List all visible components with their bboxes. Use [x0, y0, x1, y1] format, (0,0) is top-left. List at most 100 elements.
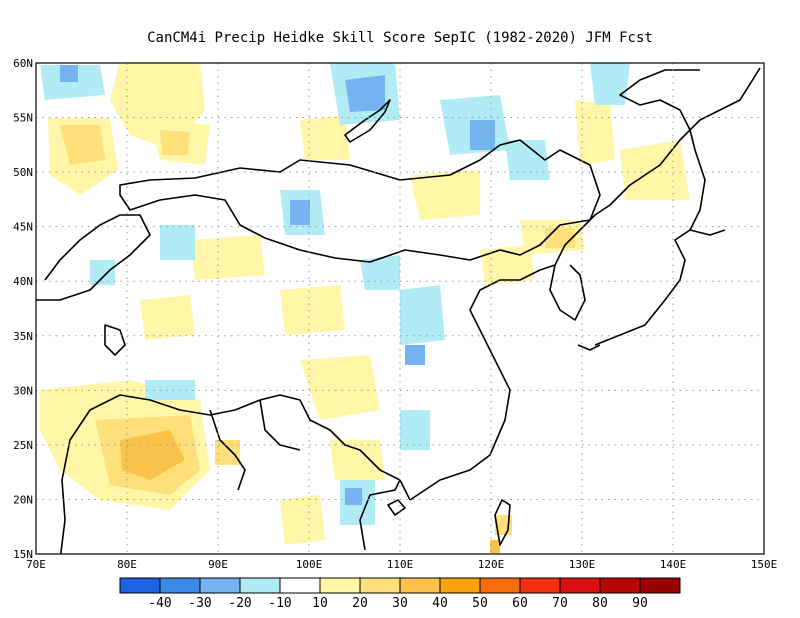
- coastlines-and-borders: [36, 67, 761, 554]
- patch-negative: [590, 63, 630, 105]
- patch-negative-strong: [345, 75, 385, 112]
- coastline: [549, 264, 586, 321]
- longitude-axis: 70E 80E 90E 100E 110E 120E 130E 140E 150E: [26, 558, 777, 571]
- legend-swatch: [359, 577, 401, 594]
- coastline: [594, 229, 726, 346]
- patch-negative: [160, 225, 195, 260]
- coastline: [409, 204, 611, 501]
- patch-positive-peak: [490, 540, 500, 553]
- lat-tick-label: 60N: [13, 57, 33, 70]
- patch-negative-strong: [290, 200, 310, 225]
- coastline: [359, 479, 401, 551]
- patch-positive: [300, 355, 380, 420]
- legend-label: -30: [188, 596, 211, 611]
- river-border: [209, 409, 246, 491]
- legend-swatch: [399, 577, 441, 594]
- lon-tick-label: 70E: [26, 558, 46, 571]
- patch-positive-peak: [120, 430, 185, 480]
- patch-positive: [140, 295, 195, 340]
- legend-swatch: [119, 577, 161, 594]
- lon-tick-label: 90E: [208, 558, 228, 571]
- coastline: [619, 69, 700, 131]
- legend-label: 90: [632, 596, 648, 611]
- country-border: [104, 324, 126, 356]
- legend-swatch: [559, 577, 601, 594]
- country-border: [36, 214, 151, 301]
- lat-tick-label: 40N: [13, 275, 33, 288]
- patch-positive: [280, 285, 345, 335]
- lon-tick-label: 110E: [387, 558, 414, 571]
- patch-negative-strong: [405, 345, 425, 365]
- legend-label: 30: [392, 596, 408, 611]
- legend-label: 60: [512, 596, 528, 611]
- patch-positive: [410, 170, 480, 220]
- patch-negative: [400, 410, 430, 450]
- patch-positive-strong: [60, 125, 105, 165]
- lat-tick-label: 30N: [13, 384, 33, 397]
- river-border: [259, 399, 301, 451]
- lat-tick-label: 20N: [13, 493, 33, 506]
- lat-tick-label: 50N: [13, 166, 33, 179]
- legend-swatch: [439, 577, 481, 594]
- patch-negative-strong: [345, 488, 362, 505]
- legend-swatch: [639, 577, 681, 594]
- legend-swatch: [599, 577, 641, 594]
- legend-swatch: [279, 577, 321, 594]
- coastline: [689, 129, 706, 231]
- lake: [344, 99, 391, 143]
- country-border: [119, 139, 601, 263]
- legend-label: 40: [432, 596, 448, 611]
- legend-label: 20: [352, 596, 368, 611]
- patch-positive-strong: [215, 440, 240, 465]
- lat-tick-label: 15N: [13, 548, 33, 561]
- legend-label: -10: [268, 596, 291, 611]
- legend-swatch: [199, 577, 241, 594]
- map-title: CanCM4i Precip Heidke Skill Score SepIC …: [147, 30, 653, 46]
- lat-tick-label: 45N: [13, 221, 33, 234]
- patch-negative: [400, 285, 445, 345]
- legend-swatch: [479, 577, 521, 594]
- lon-tick-label: 150E: [751, 558, 778, 571]
- patch-positive: [300, 115, 350, 160]
- lon-tick-label: 140E: [660, 558, 687, 571]
- legend-swatch: [519, 577, 561, 594]
- patch-positive: [575, 100, 615, 165]
- lat-tick-label: 25N: [13, 439, 33, 452]
- patch-positive-strong: [545, 228, 575, 248]
- patch-negative-strong: [470, 120, 495, 150]
- island: [494, 499, 511, 546]
- patch-positive: [330, 440, 385, 480]
- patch-negative: [90, 260, 115, 285]
- lon-tick-label: 130E: [569, 558, 596, 571]
- patch-negative: [360, 255, 400, 290]
- lon-tick-label: 80E: [117, 558, 137, 571]
- legend-swatch: [159, 577, 201, 594]
- lon-tick-label: 120E: [478, 558, 505, 571]
- legend-label: 80: [592, 596, 608, 611]
- lon-tick-label: 100E: [296, 558, 323, 571]
- legend-swatch: [239, 577, 281, 594]
- color-legend: -40 -30 -20 -10 10 20 30 40 50 60 70 80 90: [119, 577, 681, 611]
- lat-tick-label: 55N: [13, 112, 33, 125]
- legend-label: 10: [312, 596, 328, 611]
- country-border: [59, 394, 411, 554]
- skill-patches: [40, 63, 690, 553]
- patch-negative: [145, 380, 195, 400]
- legend-label: -20: [228, 596, 251, 611]
- patch-positive: [280, 495, 325, 545]
- patch-positive: [620, 140, 690, 200]
- graticule: [36, 63, 764, 554]
- legend-label: -40: [148, 596, 171, 611]
- island: [387, 499, 406, 516]
- lat-tick-label: 35N: [13, 330, 33, 343]
- latitude-axis: 15N 20N 25N 30N 35N 40N 45N 50N 55N 60N: [13, 57, 33, 561]
- patch-positive-strong: [160, 130, 190, 155]
- map-plot-area: [35, 62, 765, 555]
- coastline: [577, 344, 601, 351]
- patch-negative: [505, 140, 550, 180]
- legend-swatch: [319, 577, 361, 594]
- legend-label: 70: [552, 596, 568, 611]
- patch-negative: [40, 65, 105, 100]
- patch-negative-strong: [60, 65, 78, 82]
- patch-positive: [190, 235, 265, 280]
